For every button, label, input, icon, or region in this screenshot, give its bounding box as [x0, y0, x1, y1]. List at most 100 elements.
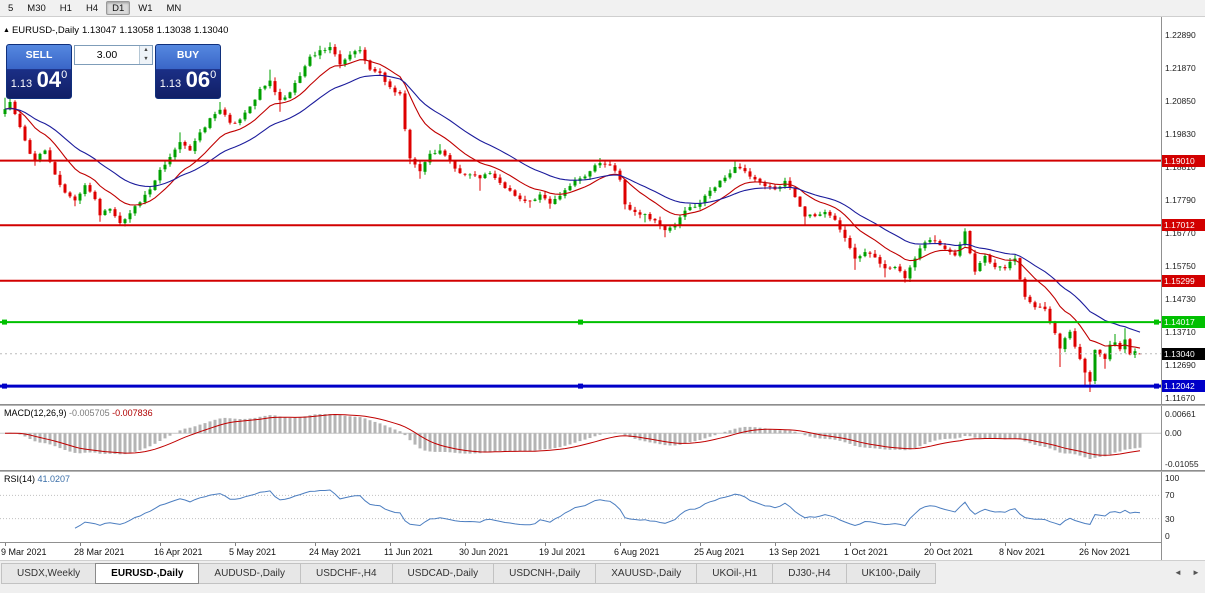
macd-label: MACD(12,26,9) -0.005705 -0.007836	[4, 408, 153, 418]
tab-scroll-right-icon[interactable]: ►	[1192, 568, 1200, 577]
time-axis-label: 20 Oct 2021	[924, 547, 974, 557]
price-axis-tick: 1.18810	[1165, 162, 1196, 172]
time-axis-tick	[930, 543, 931, 546]
rsi-label: RSI(14) 41.0207	[4, 474, 70, 484]
hline-price-tag[interactable]: 1.19010	[1162, 154, 1205, 167]
time-axis-tick	[1005, 543, 1006, 546]
time-axis-tick	[620, 543, 621, 546]
macd-histogram	[8, 414, 1142, 459]
sell-button[interactable]: SELL 1.13 040	[6, 44, 72, 99]
rsi-name: RSI(14)	[4, 474, 36, 484]
timeframe-toolbar: 5 M30 H1 H4 D1 W1 MN	[0, 0, 1205, 17]
chart-tab-ukoil-h1[interactable]: UKOil-,H1	[696, 563, 774, 584]
time-axis-label: 11 Jun 2021	[384, 547, 433, 557]
time-axis-tick	[465, 543, 466, 546]
price-chart-canvas[interactable]	[0, 17, 1161, 404]
time-axis-tick	[5, 543, 6, 546]
pane-divider[interactable]	[0, 404, 1205, 406]
timeframe-button-5[interactable]: 5	[8, 3, 14, 14]
timeframe-button-m30[interactable]: M30	[27, 3, 46, 14]
rsi-axis-tick: 0	[1165, 531, 1170, 541]
macd-main-value: -0.005705	[69, 408, 110, 418]
chart-tab-xauusd-daily[interactable]: XAUUSD-,Daily	[595, 563, 698, 584]
tab-scroll-left-icon[interactable]: ◄	[1174, 568, 1182, 577]
spin-down-icon[interactable]: ▼	[140, 55, 152, 64]
price-axis-tick: 1.21870	[1165, 63, 1196, 73]
quote-high: 1.13058	[119, 25, 154, 36]
time-axis-tick	[315, 543, 316, 546]
timeframe-button-h1[interactable]: H1	[59, 3, 72, 14]
hline-price-tag[interactable]: 1.17012	[1162, 219, 1205, 232]
time-axis-tick	[235, 543, 236, 546]
lot-spinner[interactable]: ▲ ▼	[139, 46, 152, 64]
chart-tab-uk100-daily[interactable]: UK100-,Daily	[845, 563, 937, 584]
quote-low: 1.13038	[156, 25, 192, 36]
collapse-panel-icon[interactable]: ▲	[3, 27, 10, 34]
time-axis-label: 13 Sep 2021	[769, 547, 821, 557]
macd-indicator-canvas[interactable]	[0, 406, 1161, 470]
buy-price-display: 1.13 060	[159, 67, 217, 92]
lot-size-input[interactable]: 3.00 ▲ ▼	[74, 45, 153, 65]
moving-averages	[4, 59, 1141, 349]
quote-open: 1.13047	[81, 25, 117, 36]
timeframe-button-mn[interactable]: MN	[166, 3, 182, 14]
time-axis-label: 19 Jul 2021	[539, 547, 586, 557]
time-axis-label: 28 Mar 2021	[74, 547, 125, 557]
time-axis-tick	[545, 543, 546, 546]
one-click-trading-panel: SELL 1.13 040 3.00 ▲ ▼ BUY 1.13 060	[6, 44, 221, 99]
price-axis-tick: 1.12690	[1165, 360, 1196, 371]
price-axis-tick: 1.11670	[1165, 393, 1196, 404]
time-axis-label: 24 May 2021	[309, 547, 362, 557]
chart-symbol-title: EURUSD-,Daily	[11, 25, 79, 36]
hline-price-tag[interactable]: 1.14017	[1162, 316, 1205, 329]
chart-tab-usdcnh-daily[interactable]: USDCNH-,Daily	[493, 563, 597, 584]
timeframe-button-h4[interactable]: H4	[85, 3, 99, 14]
lot-size-column: 3.00 ▲ ▼	[72, 44, 155, 99]
time-axis-label: 26 Nov 2021	[1079, 547, 1131, 557]
time-axis-tick	[390, 543, 391, 546]
price-axis[interactable]: 1.22890 1.21870 1.20850 1.19830 1.18810 1.177…	[1161, 17, 1205, 560]
timeframe-button-d1[interactable]: D1	[106, 1, 131, 15]
price-axis-tick: 1.13710	[1165, 327, 1196, 338]
timeframe-button-w1[interactable]: W1	[138, 3, 153, 14]
time-axis-tick	[80, 543, 81, 546]
time-axis-tick	[160, 543, 161, 546]
buy-button-label: BUY	[176, 49, 200, 61]
price-axis-tick: 1.22890	[1165, 30, 1196, 40]
chart-tab-eurusd-daily[interactable]: EURUSD-,Daily	[95, 563, 200, 584]
pane-divider[interactable]	[0, 470, 1205, 472]
rsi-axis-tick: 100	[1165, 473, 1180, 483]
macd-name: MACD(12,26,9)	[4, 408, 67, 418]
time-axis-label: 8 Nov 2021	[999, 547, 1046, 557]
time-axis-label: 1 Oct 2021	[844, 547, 889, 557]
chart-tab-audusd-daily[interactable]: AUDUSD-,Daily	[198, 563, 301, 584]
rsi-axis-tick: 70	[1165, 490, 1175, 501]
chart-tab-usdcad-daily[interactable]: USDCAD-,Daily	[391, 563, 495, 584]
lot-size-value: 3.00	[96, 49, 118, 61]
rsi-value: 41.0207	[37, 474, 71, 484]
time-axis-tick	[775, 543, 776, 546]
time-axis-label: 30 Jun 2021	[459, 547, 509, 557]
buy-button[interactable]: BUY 1.13 060	[155, 44, 221, 99]
current-price-tag: 1.13040	[1162, 347, 1205, 360]
hline-price-tag[interactable]: 1.15299	[1162, 274, 1205, 287]
chart-tab-usdx-weekly[interactable]: USDX,Weekly	[1, 563, 97, 584]
chart-tab-bar: ◄ ► USDX,Weekly EURUSD-,Daily AUDUSD-,Daily…	[0, 560, 1205, 593]
time-axis-tick	[700, 543, 701, 546]
macd-signal-value: -0.007836	[112, 408, 153, 418]
time-axis[interactable]: 9 Mar 2021 28 Mar 2021 16 Apr 2021 5 May 20…	[0, 542, 1161, 560]
quote-strip: ▲ EURUSD-,Daily 1.13047 1.13058 1.13038 1.130…	[3, 25, 231, 36]
spin-up-icon[interactable]: ▲	[140, 46, 152, 55]
macd-axis-max: 0.00661	[1165, 409, 1196, 419]
time-axis-label: 25 Aug 2021	[694, 547, 745, 557]
time-axis-label: 6 Aug 2021	[614, 547, 660, 557]
hline-price-tag[interactable]: 1.12042	[1162, 380, 1205, 393]
chart-tab-dj30-h4[interactable]: DJ30-,H4	[772, 563, 847, 584]
sell-price-display: 1.13 040	[10, 67, 68, 92]
price-axis-tick: 1.14730	[1165, 294, 1196, 305]
horizontal-lines	[0, 159, 1161, 389]
chart-tab-usdchf-h4[interactable]: USDCHF-,H4	[299, 563, 393, 584]
time-axis-label: 16 Apr 2021	[154, 547, 203, 557]
rsi-indicator-canvas[interactable]	[0, 472, 1161, 542]
